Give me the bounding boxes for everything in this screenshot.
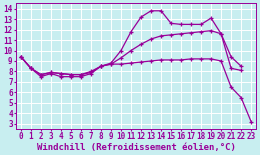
X-axis label: Windchill (Refroidissement éolien,°C): Windchill (Refroidissement éolien,°C) [37,143,236,152]
